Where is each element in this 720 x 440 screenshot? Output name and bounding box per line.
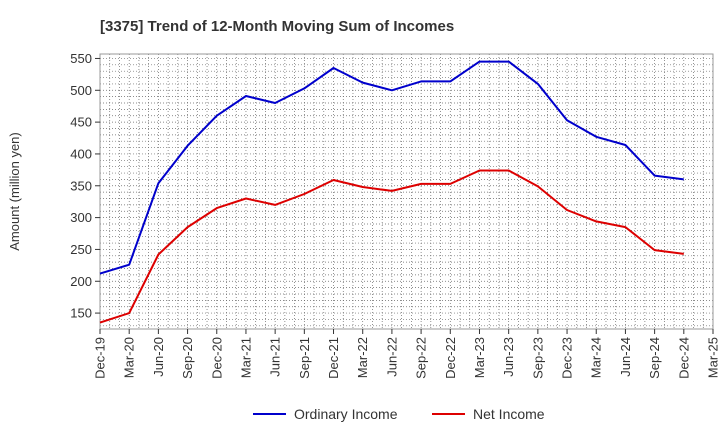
grid: [100, 54, 713, 329]
x-axis-ticks: Dec-19 Mar-20 Jun-20 Sep-20 Dec-20 Mar-21 Jun-…: [93, 329, 720, 379]
x-tick-label-10: Jun-22: [384, 337, 399, 377]
x-tick-label-21: Mar-25: [706, 337, 720, 378]
y-tick-label-0: 150: [70, 306, 92, 321]
x-tick-label-14: Jun-23: [501, 337, 516, 377]
x-tick-label-15: Sep-23: [530, 337, 545, 379]
legend: Ordinary Income Net Income: [253, 406, 545, 422]
x-tick-label-19: Sep-24: [647, 337, 662, 379]
y-tick-label-8: 550: [70, 51, 92, 66]
x-tick-label-9: Mar-22: [355, 337, 370, 378]
x-tick-label-0: Dec-19: [93, 337, 108, 379]
x-tick-label-8: Dec-21: [326, 337, 341, 379]
y-axis-ticks: 150 200 250 300 350 400 450 500 550: [70, 51, 100, 321]
x-tick-label-18: Jun-24: [618, 337, 633, 377]
x-tick-label-5: Mar-21: [238, 337, 253, 378]
chart-title: [3375] Trend of 12-Month Moving Sum of I…: [100, 18, 454, 35]
legend-label-net-income: Net Income: [473, 406, 545, 422]
y-tick-label-1: 200: [70, 274, 92, 289]
y-tick-label-2: 250: [70, 242, 92, 257]
y-axis-label: Amount (million yen): [7, 132, 22, 251]
y-tick-label-3: 300: [70, 210, 92, 225]
x-tick-label-3: Sep-20: [180, 337, 195, 379]
x-tick-label-2: Jun-20: [151, 337, 166, 377]
x-tick-label-6: Jun-21: [268, 337, 283, 377]
series-line-net-income: [99, 169, 684, 324]
y-tick-label-5: 400: [70, 146, 92, 161]
plot-frame: [99, 53, 714, 330]
legend-label-ordinary-income: Ordinary Income: [294, 406, 398, 422]
x-tick-label-4: Dec-20: [209, 337, 224, 379]
x-tick-label-1: Mar-20: [122, 337, 137, 378]
y-tick-label-4: 350: [70, 178, 92, 193]
y-tick-label-6: 450: [70, 115, 92, 130]
x-tick-label-12: Dec-22: [443, 337, 458, 379]
series-lines: [99, 60, 684, 324]
series-line-ordinary-income: [99, 60, 684, 275]
x-tick-label-17: Mar-24: [589, 337, 604, 378]
x-tick-label-11: Sep-22: [414, 337, 429, 379]
x-tick-label-7: Sep-21: [297, 337, 312, 379]
x-tick-label-16: Dec-23: [560, 337, 575, 379]
y-tick-label-7: 500: [70, 83, 92, 98]
x-tick-label-13: Mar-23: [472, 337, 487, 378]
x-tick-label-20: Dec-24: [676, 337, 691, 379]
